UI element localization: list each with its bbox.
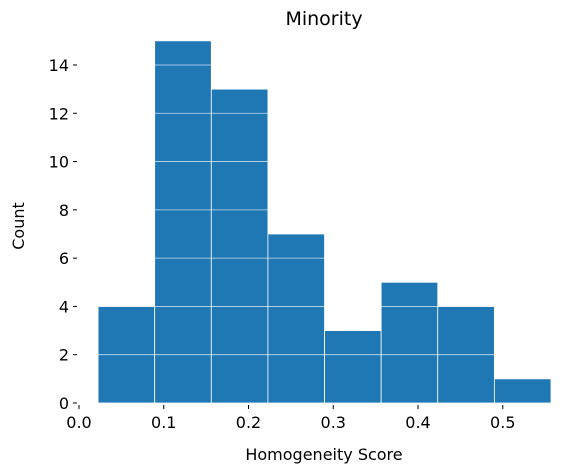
bars-group xyxy=(97,40,552,404)
y-tick-label-7: 14 xyxy=(49,56,69,75)
y-axis-title: Count xyxy=(9,202,28,250)
x-tick-label-5: 0.5 xyxy=(490,413,515,432)
y-axis: 0 2 4 6 8 10 12 14 xyxy=(49,56,77,413)
x-tick-label-1: 0.1 xyxy=(151,413,176,432)
y-tick-label-5: 10 xyxy=(49,153,69,172)
x-tick-label-0: 0.0 xyxy=(66,413,91,432)
y-tick-label-6: 12 xyxy=(49,104,69,123)
x-axis-title: Homogeneity Score xyxy=(245,445,402,464)
x-tick-label-2: 0.2 xyxy=(236,413,261,432)
y-tick-label-3: 6 xyxy=(59,249,69,268)
histogram-bar-5 xyxy=(380,281,439,404)
x-tick-label-4: 0.4 xyxy=(405,413,430,432)
histogram-bar-1 xyxy=(154,40,212,404)
chart-title: Minority xyxy=(285,8,362,30)
x-axis: 0.0 0.1 0.2 0.3 0.4 0.5 xyxy=(66,405,516,432)
gridlines-group xyxy=(79,64,551,356)
histogram-bar-2 xyxy=(210,88,269,404)
y-tick-label-2: 4 xyxy=(59,297,69,316)
histogram-bar-4 xyxy=(324,330,382,404)
y-tick-label-4: 8 xyxy=(59,201,69,220)
y-tick-label-1: 2 xyxy=(59,346,69,365)
histogram-bar-7 xyxy=(493,378,552,404)
histogram-bar-3 xyxy=(267,233,325,404)
x-tick-label-3: 0.3 xyxy=(321,413,346,432)
y-tick-label-0: 0 xyxy=(59,394,69,413)
